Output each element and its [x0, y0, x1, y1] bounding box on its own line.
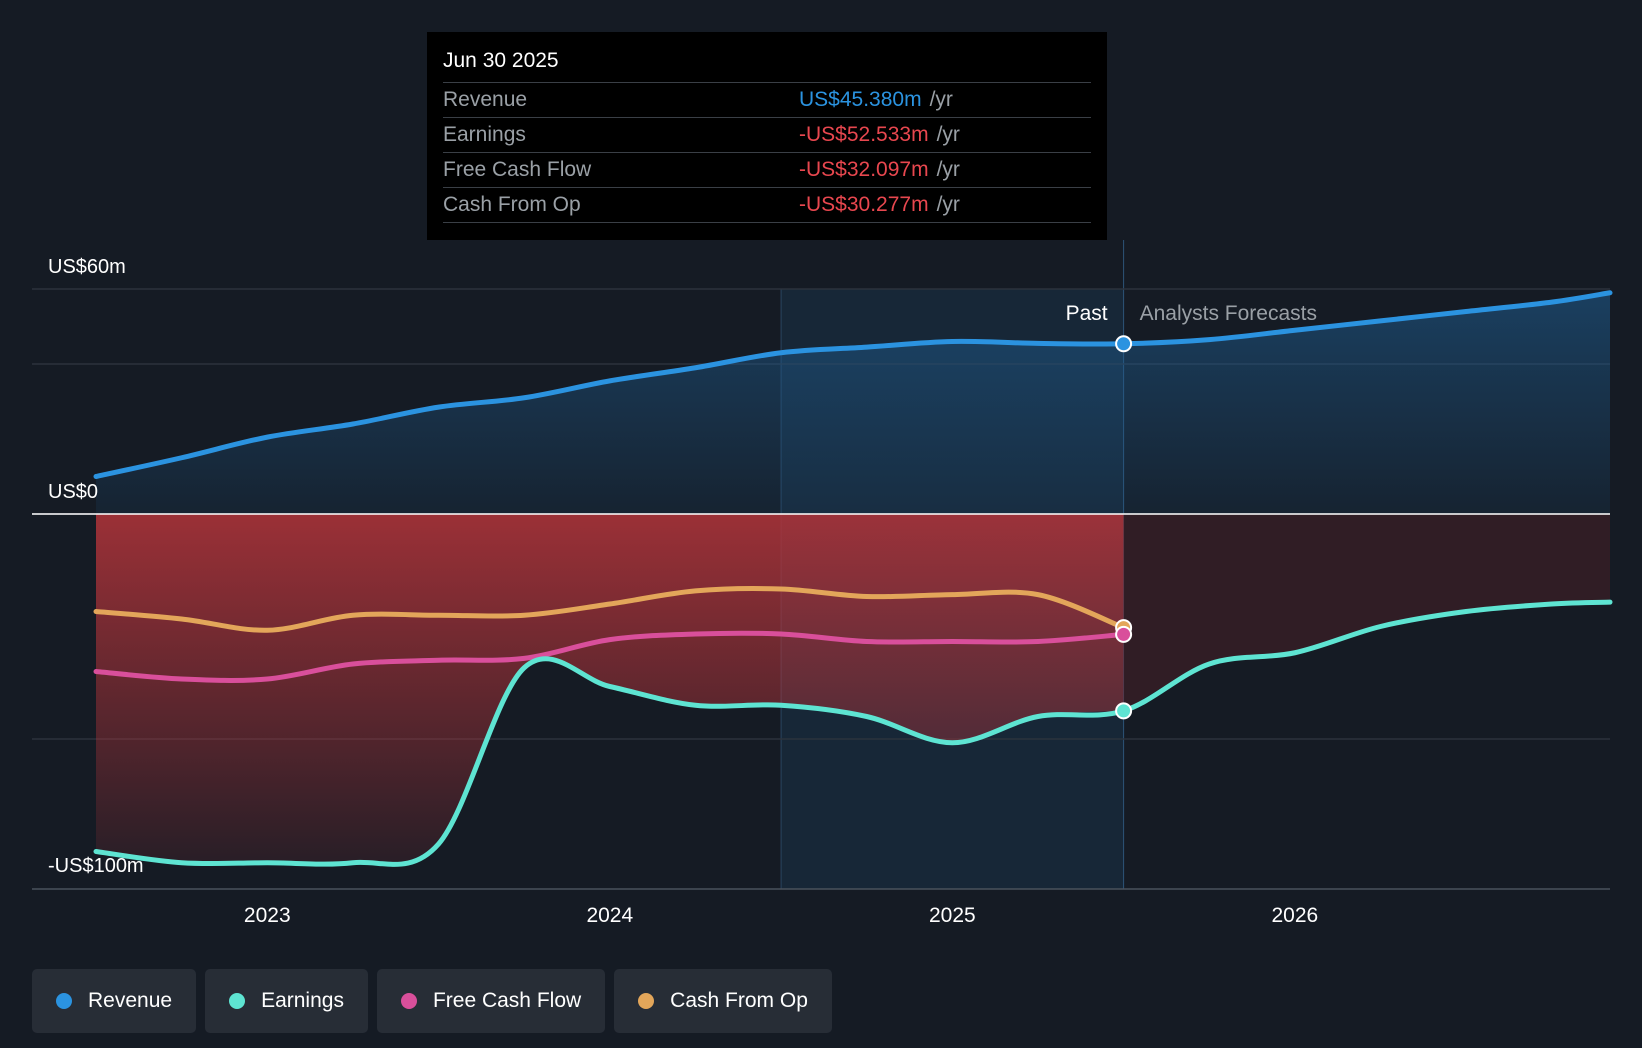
free-cash-flow-line: [93, 630, 1127, 683]
x-tick-label: 2026: [1272, 904, 1319, 927]
forecast-label: Analysts Forecasts: [1140, 302, 1317, 325]
tooltip-value: US$45.380m: [799, 88, 922, 111]
revenue-area: [96, 292, 1610, 514]
y-axis-label: US$0: [48, 481, 98, 503]
tooltip-row-free-cash-flow: Free Cash Flow -US$32.097m /yr: [443, 153, 1091, 188]
x-tick-label: 2023: [244, 904, 291, 927]
legend-dot-icon: [56, 993, 72, 1009]
tooltip-unit: /yr: [929, 88, 953, 111]
tooltip-unit: /yr: [936, 158, 960, 181]
tooltip-value: -US$32.097m: [799, 158, 929, 181]
legend-label: Earnings: [261, 989, 344, 1012]
earnings-marker: [1115, 702, 1133, 720]
tooltip-date: Jun 30 2025: [443, 46, 1091, 83]
legend-item-earnings[interactable]: Earnings: [205, 969, 368, 1033]
earnings-area-past: [96, 514, 1124, 865]
y-axis-label: -US$100m: [48, 855, 144, 877]
earnings-line: [93, 599, 1613, 867]
legend-dot-icon: [638, 993, 655, 1009]
legend-item-cash-from-op[interactable]: Cash From Op: [614, 969, 832, 1033]
legend-dot-icon: [400, 993, 417, 1009]
tooltip-row-revenue: Revenue US$45.380m /yr: [443, 83, 1091, 118]
tooltip-row-cash-from-op: Cash From Op -US$30.277m /yr: [443, 188, 1091, 223]
legend-label: Free Cash Flow: [432, 989, 582, 1012]
tooltip-label: Earnings: [443, 123, 526, 146]
cash-from-op-line: [93, 586, 1127, 633]
x-tick-label: 2024: [586, 904, 633, 927]
chart-tooltip: Jun 30 2025 Revenue US$45.380m /yr Earni…: [427, 32, 1107, 240]
revenue-line: [93, 290, 1613, 479]
legend-dot-icon: [229, 993, 246, 1009]
past-label: Past: [1066, 302, 1108, 325]
revenue-marker: [1115, 335, 1133, 353]
tooltip-label: Revenue: [443, 88, 528, 111]
tooltip-unit: /yr: [936, 193, 960, 216]
legend-item-revenue[interactable]: Revenue: [32, 969, 197, 1033]
y-axis-label: US$60m: [48, 256, 126, 278]
tooltip-value: -US$52.533m: [799, 123, 929, 146]
legend-label: Revenue: [88, 989, 173, 1012]
legend-item-free-cash-flow[interactable]: Free Cash Flow: [376, 969, 606, 1033]
tooltip-unit: /yr: [936, 123, 960, 146]
legend-label: Cash From Op: [670, 989, 808, 1012]
free-cash-flow-marker: [1115, 625, 1133, 643]
tooltip-row-earnings: Earnings -US$52.533m /yr: [443, 118, 1091, 153]
earnings-area-forecast: [1123, 514, 1610, 711]
chart-legend: Revenue Earnings Free Cash Flow Cash Fro…: [32, 969, 832, 1033]
tooltip-value: -US$30.277m: [799, 193, 929, 216]
tooltip-label: Cash From Op: [443, 193, 581, 216]
x-tick-label: 2025: [929, 904, 976, 927]
tooltip-label: Free Cash Flow: [443, 158, 592, 181]
